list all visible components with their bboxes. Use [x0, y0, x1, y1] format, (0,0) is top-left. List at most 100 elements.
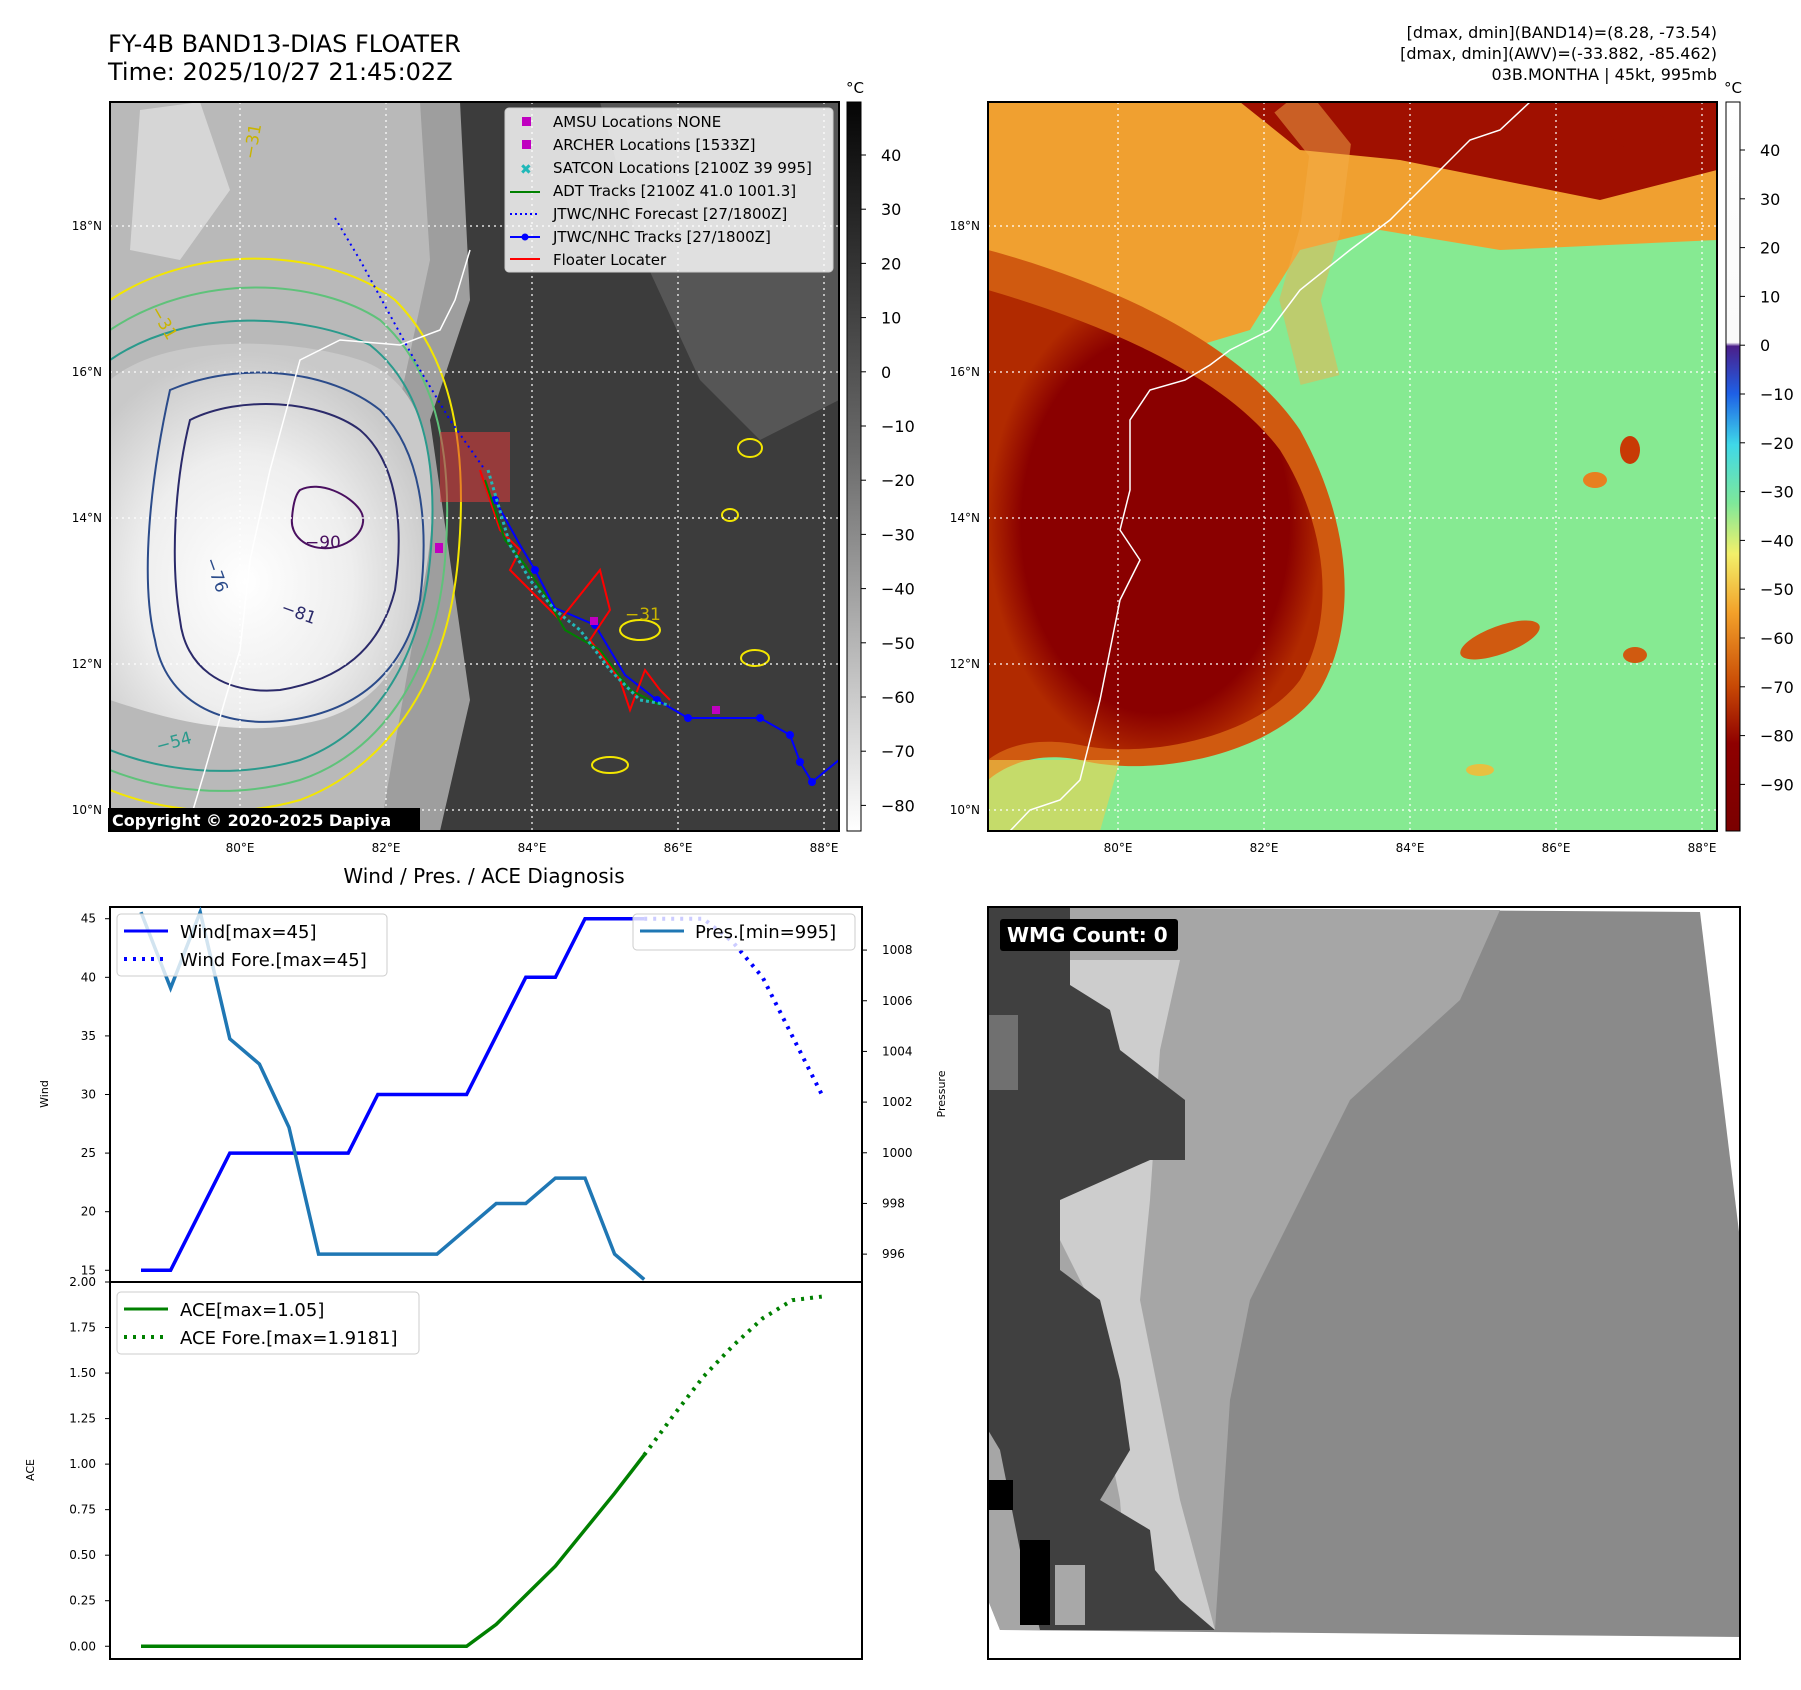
colorbar-tick-label: −40: [881, 580, 915, 599]
lon-tick-label: 84°E: [1396, 841, 1425, 855]
series-line: [141, 916, 645, 1273]
ace-panel-frame: [109, 1281, 863, 1660]
lon-tick-label: 80°E: [226, 841, 255, 855]
y-tick-label: 1.25: [69, 1412, 96, 1426]
lat-tick-label: 14°N: [72, 511, 102, 525]
cell-2: [740, 649, 770, 667]
cell-1: [737, 438, 763, 458]
y-tick-label: 998: [882, 1196, 905, 1210]
pres-legend: Pres.[min=995]: [632, 913, 856, 951]
ir-colorbar-unit: °C: [846, 79, 864, 97]
wind-ylabel: Wind: [38, 1080, 51, 1108]
ir-map-panel: −90 −81 −76 −54 −31 −31 −31 ✖ AMSU Locat…: [108, 79, 915, 832]
satcon-locations: [486, 469, 671, 707]
wmg-panel: WMG Count: 0: [987, 906, 1741, 1660]
floater-locater-box: [440, 432, 510, 502]
y-tick-label: 40: [81, 970, 96, 984]
y-tick-label: 1006: [882, 994, 913, 1008]
colorbar-tick-label: −90: [1760, 775, 1794, 794]
wv-yellow-south: [988, 760, 1120, 831]
colorbar-tick-label: 10: [881, 309, 901, 328]
lat-tick-label: 18°N: [72, 219, 102, 233]
y-tick-label: 0.25: [69, 1594, 96, 1608]
y-tick-label: 1004: [882, 1044, 913, 1058]
wmg-count-label: WMG Count: 0: [1007, 923, 1168, 947]
y-tick-label: 35: [81, 1029, 96, 1043]
wv-map-frame: [987, 101, 1718, 832]
copyright-text: Copyright © 2020-2025 Dapiya: [112, 811, 391, 830]
legend-swatch-amsu: [522, 117, 531, 126]
legend-label: ADT Tracks [2100Z 41.0 1001.3]: [553, 182, 796, 200]
colorbar-tick-label: 40: [1760, 141, 1780, 160]
legend-label: Wind Fore.[max=45]: [180, 950, 367, 971]
lat-tick-label: 18°N: [950, 219, 980, 233]
wind-legend: Wind[max=45] Wind Fore.[max=45]: [116, 913, 388, 977]
coastline-wv: [1009, 102, 1531, 831]
ir-cloud-nw: [130, 102, 230, 260]
cell-3: [619, 619, 661, 641]
ir-colorbar-ticks: 40 30 20 10 0 −10 −20 −30 −40 −50 −60 −70 −80: [861, 146, 915, 815]
page-time: Time: 2025/10/27 21:45:02Z: [107, 58, 453, 86]
legend-label: Pres.[min=995]: [695, 922, 836, 943]
colorbar-tick-label: 0: [881, 363, 891, 382]
y-tick-label: 0.75: [69, 1503, 96, 1517]
page-title: FY-4B BAND13-DIAS FLOATER: [108, 30, 461, 58]
lon-tick-label: 88°E: [1688, 841, 1717, 855]
map-axis-ticks: 80°E 82°E 84°E 86°E 88°E 18°N 16°N 14°N 12°N 10°N…: [72, 219, 1717, 855]
wmg-cell: [988, 1015, 1018, 1090]
wmg-dark-band: [988, 907, 1215, 1630]
wmg-frame: [987, 906, 1741, 1660]
floater-locater-track: [479, 469, 671, 713]
colorbar-tick-label: −80: [1760, 727, 1794, 746]
legend-label: ACE Fore.[max=1.9181]: [180, 1328, 398, 1349]
series-line: [139, 906, 646, 1281]
map-legend: ✖ AMSU Locations NONE ARCHER Locations […: [504, 107, 834, 273]
contour-90: [290, 485, 365, 550]
colorbar-tick-label: −70: [881, 742, 915, 761]
archer-marker-3: [712, 706, 720, 714]
y-tick-label: 0.00: [69, 1639, 96, 1653]
ir-colorbar: [846, 101, 862, 832]
wmg-cell: [1020, 1540, 1050, 1625]
wmg-cell: [988, 1480, 1013, 1510]
wv-gridlines: [988, 102, 1717, 831]
legend-label: Floater Locater: [553, 251, 667, 269]
ace-legend: ACE[max=1.05] ACE Fore.[max=1.9181]: [116, 1291, 420, 1355]
wv-colorbar-unit: °C: [1724, 79, 1742, 97]
colorbar-tick-label: −60: [1760, 629, 1794, 648]
contour-65: [110, 319, 434, 772]
colorbar-tick-label: −50: [881, 634, 915, 653]
diag-title: Wind / Pres. / ACE Diagnosis: [343, 864, 624, 888]
colorbar-tick-label: 30: [881, 200, 901, 219]
wv-very-dry-north: [1240, 102, 1717, 200]
colorbar-tick-label: −20: [881, 471, 915, 490]
lat-tick-label: 16°N: [950, 365, 980, 379]
coastline-ir: [189, 249, 471, 821]
lat-tick-label: 12°N: [950, 657, 980, 671]
colorbar-tick-label: 0: [1760, 336, 1770, 355]
wv-cell-6: [1466, 764, 1494, 776]
legend-swatch-satcon: ✖: [520, 162, 532, 178]
legend-swatch-archer: [522, 140, 531, 149]
y-tick-label: 20: [81, 1205, 96, 1219]
colorbar-tick-label: −30: [1760, 483, 1794, 502]
y-tick-label: 1.50: [69, 1366, 96, 1380]
contour-76: [146, 371, 425, 723]
wv-orange-band: [1274, 102, 1351, 385]
colorbar-tick-label: −20: [1760, 434, 1794, 453]
colorbar-tick-label: −80: [881, 796, 915, 815]
lat-tick-label: 16°N: [72, 365, 102, 379]
colorbar-tick-label: −50: [1760, 580, 1794, 599]
contour-54: [110, 286, 449, 792]
contour-label: −90: [305, 533, 341, 553]
lon-tick-label: 86°E: [664, 841, 693, 855]
ir-cdo: [110, 343, 433, 729]
legend-label: Wind[max=45]: [180, 922, 317, 943]
colorbar-tick-label: 20: [881, 254, 901, 273]
colorbar-tick-label: −60: [881, 688, 915, 707]
y-tick-label: 30: [81, 1088, 96, 1102]
y-tick-label: 1008: [882, 943, 913, 957]
lat-tick-label: 10°N: [72, 803, 102, 817]
wv-cell-5: [1583, 472, 1607, 488]
